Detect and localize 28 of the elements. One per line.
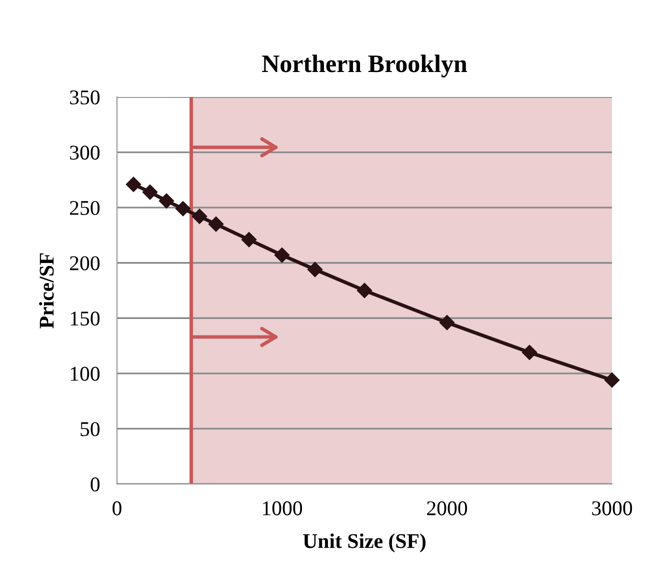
y-tick-label: 200 <box>70 256 100 270</box>
point <box>142 184 158 200</box>
y-axis-title: Price/SF <box>39 253 54 328</box>
point <box>192 208 208 224</box>
point <box>604 372 620 388</box>
x-axis-title: Unit Size (SF) <box>303 533 426 552</box>
y-tick-label: 350 <box>70 90 100 104</box>
chart-title: Northern Brooklyn <box>262 54 468 78</box>
x-tick-label: 0 <box>112 501 122 516</box>
point <box>439 314 455 330</box>
x-tick-label: 2000 <box>427 501 468 516</box>
y-tick-label: 300 <box>70 146 100 160</box>
y-tick-label: 100 <box>70 366 100 381</box>
point <box>241 232 257 248</box>
point <box>522 344 538 360</box>
y-tick-label: 250 <box>70 200 100 216</box>
point <box>126 176 142 192</box>
point <box>175 201 191 216</box>
y-tick-label: 50 <box>80 422 100 436</box>
x-tick-label: 1000 <box>263 501 302 516</box>
point <box>208 216 224 232</box>
y-tick-label: 150 <box>70 312 100 326</box>
point <box>307 262 323 278</box>
point <box>158 193 174 209</box>
point <box>356 282 372 298</box>
point <box>274 248 290 263</box>
y-tick-label: 0 <box>90 477 100 492</box>
x-tick-label: 3000 <box>592 501 632 516</box>
